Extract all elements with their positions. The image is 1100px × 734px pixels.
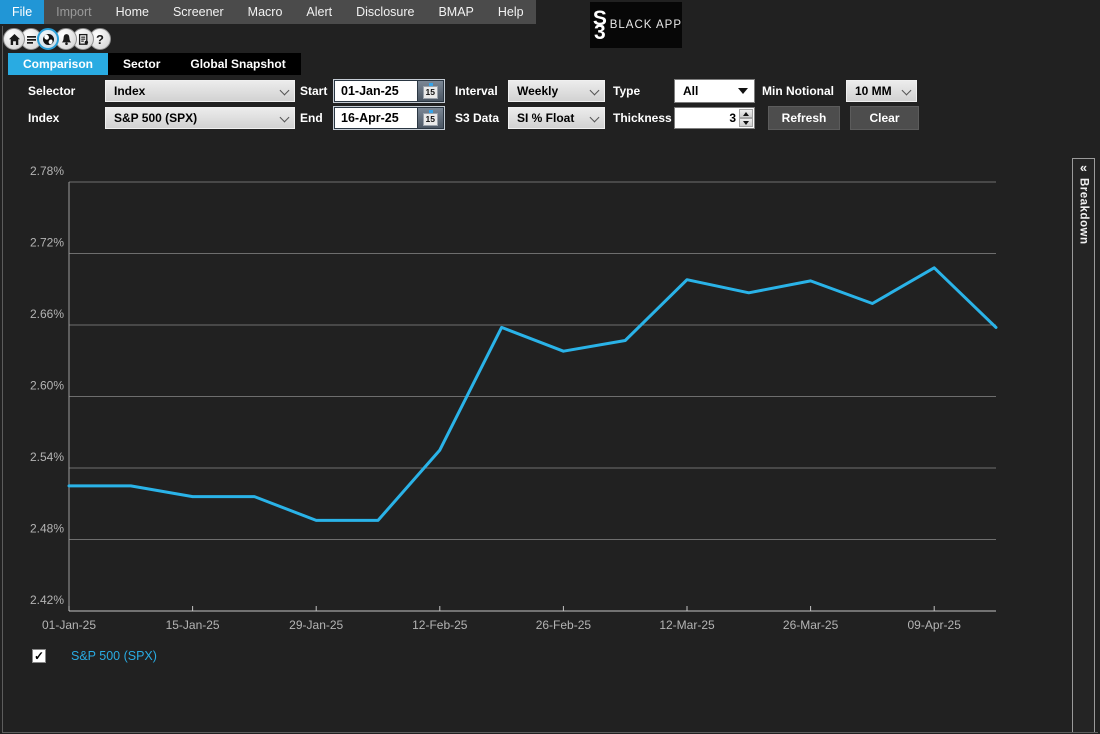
chart-legend: ✓ S&P 500 (SPX) <box>32 649 157 663</box>
start-date-picker[interactable]: 01-Jan-25 15 <box>333 79 445 103</box>
svg-text:26-Feb-25: 26-Feb-25 <box>536 618 592 632</box>
s3-logo-mark: S 3 <box>590 7 610 44</box>
s3-data-dropdown[interactable]: SI % Float <box>508 107 605 129</box>
svg-text:2.66%: 2.66% <box>30 307 64 321</box>
collapse-chevrons-icon: « <box>1079 160 1088 175</box>
svg-text:29-Jan-25: 29-Jan-25 <box>289 618 343 632</box>
menu-item-disclosure[interactable]: Disclosure <box>356 5 415 19</box>
dropdown-arrow-icon <box>738 88 748 94</box>
s3-data-value: SI % Float <box>517 111 575 125</box>
window-border-left <box>2 26 3 733</box>
type-dropdown[interactable]: All <box>674 79 755 103</box>
min-notional-dropdown[interactable]: 10 MM <box>846 80 917 102</box>
thickness-stepper[interactable]: 3 <box>674 107 755 129</box>
s3-data-label: S3 Data <box>455 111 500 125</box>
calendar-dot <box>428 83 433 86</box>
series-label[interactable]: S&P 500 (SPX) <box>71 649 157 663</box>
selector-dropdown[interactable]: Index <box>105 80 295 102</box>
svg-text:01-Jan-25: 01-Jan-25 <box>42 618 96 632</box>
window-border-bottom <box>2 732 1098 733</box>
view-tabs: Comparison Sector Global Snapshot <box>8 53 301 75</box>
report-icon[interactable] <box>72 28 94 50</box>
index-value: S&P 500 (SPX) <box>114 111 198 125</box>
chevron-down-icon <box>901 85 912 96</box>
type-value: All <box>683 84 699 98</box>
menu-item-import: Import <box>56 5 92 19</box>
spin-up-icon[interactable] <box>739 109 753 118</box>
svg-text:2.42%: 2.42% <box>30 593 64 607</box>
chevron-down-icon <box>589 85 600 96</box>
index-dropdown[interactable]: S&P 500 (SPX) <box>105 107 295 129</box>
menu-item-bmap[interactable]: BMAP <box>438 5 474 19</box>
start-label: Start <box>300 84 328 98</box>
tab-sector[interactable]: Sector <box>123 57 161 71</box>
tab-global-snapshot[interactable]: Global Snapshot <box>190 57 286 71</box>
interval-dropdown[interactable]: Weekly <box>508 80 605 102</box>
interval-label: Interval <box>455 84 498 98</box>
question-glyph: ? <box>96 31 104 47</box>
svg-text:09-Apr-25: 09-Apr-25 <box>908 618 962 632</box>
chevron-down-icon <box>589 112 600 123</box>
logo-mark-3: 3 <box>594 21 606 44</box>
svg-text:2.78%: 2.78% <box>30 164 64 178</box>
breakdown-label: Breakdown <box>1077 178 1090 245</box>
calendar-dot <box>428 110 433 113</box>
svg-text:2.72%: 2.72% <box>30 236 64 250</box>
tab-comparison[interactable]: Comparison <box>8 53 109 75</box>
min-notional-value: 10 MM <box>855 84 892 98</box>
logo-text: BLACK APP <box>609 19 682 31</box>
chevron-down-icon <box>279 112 290 123</box>
end-date-picker[interactable]: 16-Apr-25 15 <box>333 106 445 130</box>
breakdown-panel-toggle[interactable]: « Breakdown <box>1072 158 1095 732</box>
logo-mark-s: S <box>592 7 607 30</box>
menu-item-home[interactable]: Home <box>115 5 149 19</box>
menu-item-macro[interactable]: Macro <box>247 5 283 19</box>
min-notional-label: Min Notional <box>762 84 834 98</box>
calendar-day: 15 <box>422 113 438 126</box>
selector-label: Selector <box>28 84 76 98</box>
globe-icon[interactable] <box>37 28 59 50</box>
menu-item-screener[interactable]: Screener <box>172 5 224 19</box>
query-form: Selector Index Start 01-Jan-25 15 Interv… <box>0 76 1100 136</box>
series-checkbox[interactable]: ✓ <box>32 649 46 663</box>
calendar-icon[interactable]: 15 <box>417 81 443 101</box>
menu-item-file[interactable]: File <box>0 0 45 24</box>
svg-text:12-Feb-25: 12-Feb-25 <box>412 618 468 632</box>
svg-text:12-Mar-25: 12-Mar-25 <box>659 618 715 632</box>
calendar-icon[interactable]: 15 <box>417 108 443 128</box>
end-label: End <box>300 111 323 125</box>
s3-black-app-logo: S 3 BLACK APP <box>590 2 682 48</box>
spinner-buttons <box>739 109 753 127</box>
index-label: Index <box>28 111 60 125</box>
thickness-value[interactable]: 3 <box>729 111 736 125</box>
chevron-down-icon <box>279 85 290 96</box>
thickness-label: Thickness <box>613 111 672 125</box>
type-label: Type <box>613 84 641 98</box>
home-icon[interactable] <box>3 28 25 50</box>
svg-text:2.48%: 2.48% <box>30 522 64 536</box>
calendar-day: 15 <box>422 86 438 99</box>
start-date-value[interactable]: 01-Jan-25 <box>335 81 417 101</box>
menu-item-help[interactable]: Help <box>497 5 524 19</box>
svg-text:2.60%: 2.60% <box>30 379 64 393</box>
menu-bar: File Import Home Screener Macro Alert Di… <box>0 0 536 24</box>
spin-down-icon[interactable] <box>739 118 753 127</box>
menu-item-alert[interactable]: Alert <box>306 5 333 19</box>
end-date-value[interactable]: 16-Apr-25 <box>335 108 417 128</box>
selector-value: Index <box>114 84 146 98</box>
clear-button[interactable]: Clear <box>850 106 919 130</box>
interval-value: Weekly <box>517 84 559 98</box>
svg-text:26-Mar-25: 26-Mar-25 <box>783 618 839 632</box>
refresh-button[interactable]: Refresh <box>768 106 840 130</box>
svg-text:15-Jan-25: 15-Jan-25 <box>166 618 220 632</box>
svg-text:2.54%: 2.54% <box>30 450 64 464</box>
